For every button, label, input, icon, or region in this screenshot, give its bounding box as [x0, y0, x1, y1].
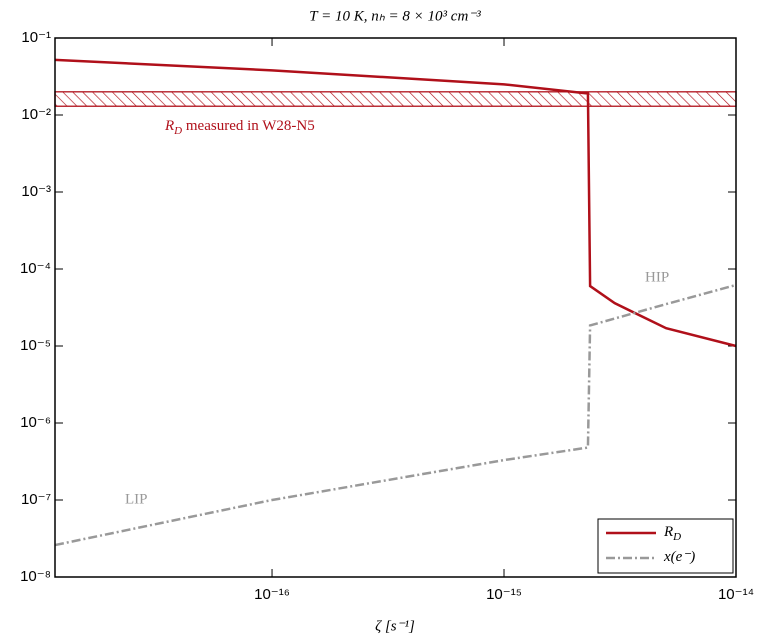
region-label: LIP	[125, 491, 148, 507]
measured-symbol: R	[164, 118, 174, 134]
measured-subscript: D	[173, 125, 182, 137]
x-tick-label: 10⁻¹⁴	[718, 586, 754, 603]
x-axis-label: ζ [s⁻¹]	[375, 618, 415, 634]
region-label: HIP	[645, 269, 669, 285]
legend-name: x(e⁻)	[663, 549, 695, 565]
y-tick-label: 10⁻⁶	[20, 414, 51, 431]
measured-label: RD measured in W28-N5	[164, 118, 315, 136]
x-tick-label: 10⁻¹⁵	[486, 586, 522, 603]
legend-name: R	[663, 524, 673, 540]
measured-text: measured in W28-N5	[182, 118, 315, 134]
legend-subscript: D	[672, 531, 681, 543]
y-tick-label: 10⁻⁵	[20, 337, 51, 354]
measured-band	[54, 91, 737, 107]
series-line	[54, 283, 737, 547]
y-tick-label: 10⁻⁷	[21, 491, 51, 508]
y-tick-label: 10⁻⁴	[20, 260, 51, 277]
y-tick-label: 10⁻³	[21, 183, 51, 200]
chart-title: T = 10 K, nₕ = 8 × 10³ cm⁻³	[309, 8, 481, 24]
series-line	[54, 58, 737, 348]
y-tick-label: 10⁻⁸	[20, 568, 51, 585]
y-tick-label: 10⁻²	[21, 106, 51, 123]
plot-frame	[54, 37, 737, 578]
y-tick-label: 10⁻¹	[21, 29, 51, 46]
legend-label: x(e⁻)	[663, 549, 695, 565]
x-tick-label: 10⁻¹⁶	[254, 586, 290, 603]
legend-label: RD	[663, 524, 681, 542]
legend-box	[597, 518, 734, 574]
